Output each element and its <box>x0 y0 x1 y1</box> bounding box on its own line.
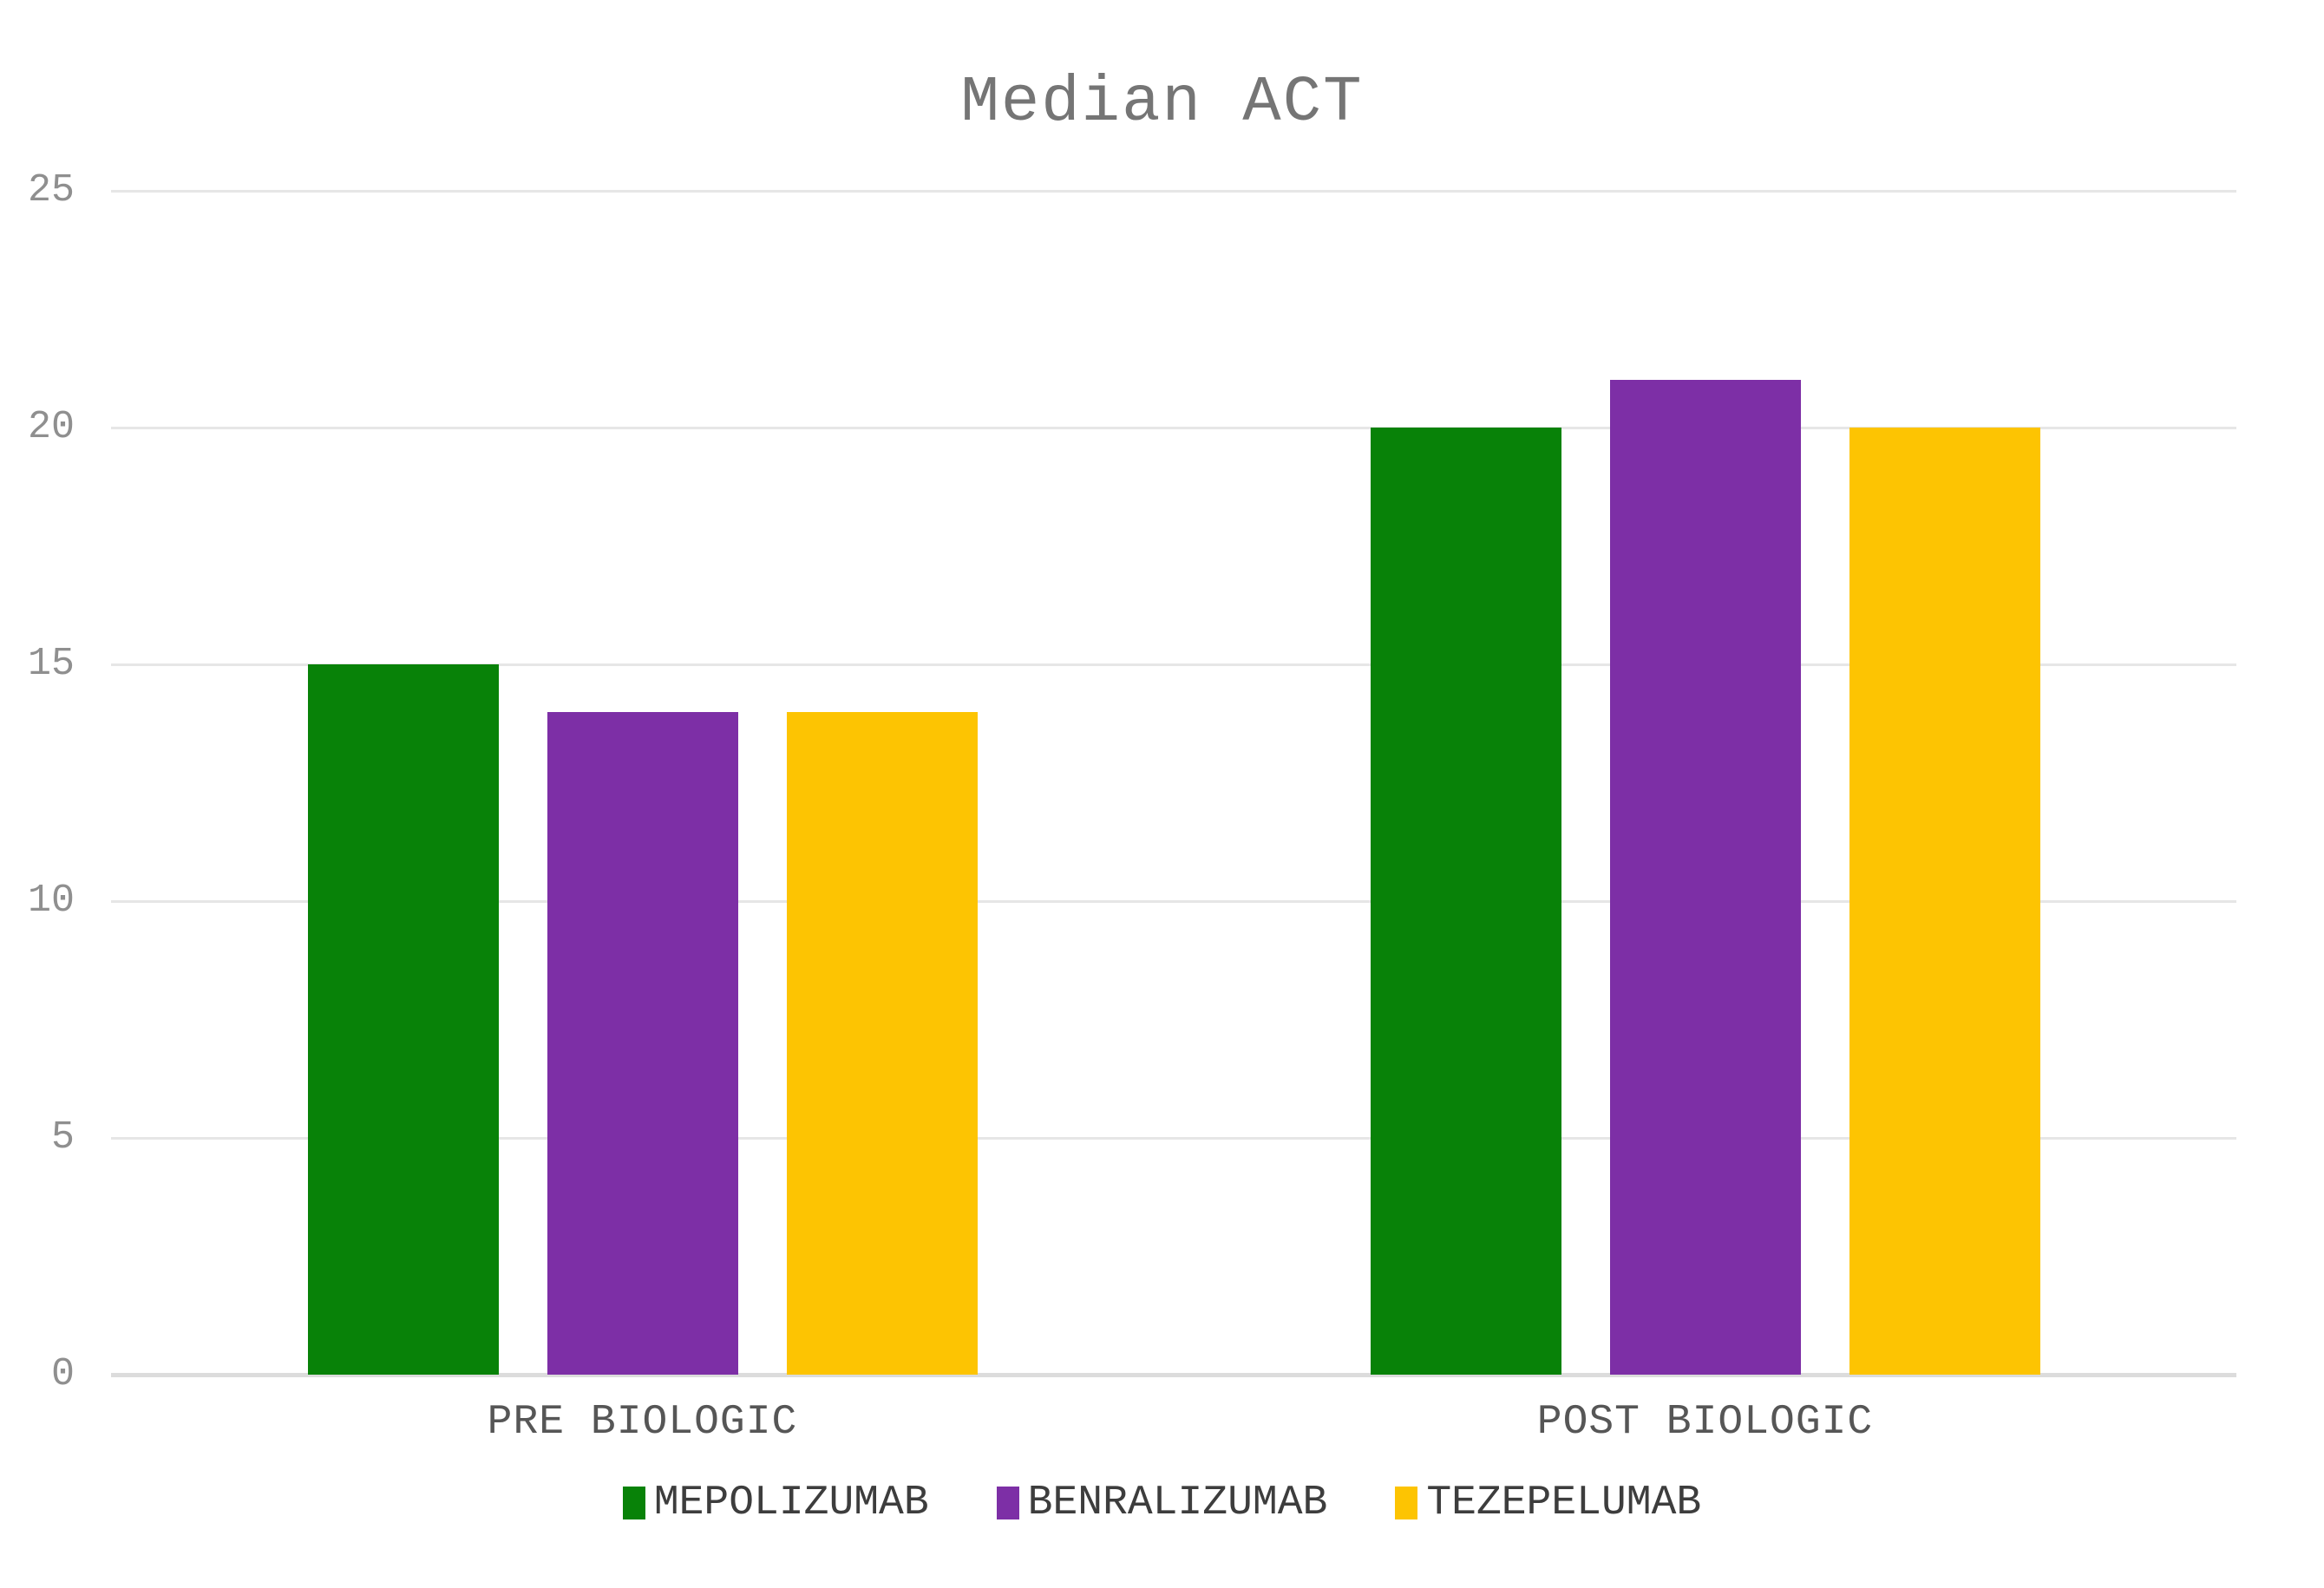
gridline-20 <box>111 426 2236 429</box>
y-tick-label-10: 10 <box>27 879 75 923</box>
category-label-post-biologic: POST BIOLOGIC <box>1536 1399 1874 1446</box>
bar-group-post-biologic <box>1174 191 2236 1375</box>
legend-label-mepolizumab: MEPOLIZUMAB <box>653 1480 929 1526</box>
y-tick-label-0: 0 <box>50 1352 75 1396</box>
legend-item-mepolizumab: MEPOLIZUMAB <box>622 1480 929 1526</box>
bar-mepolizumab-post-biologic <box>1370 428 1561 1375</box>
y-axis: 0 5 10 15 20 25 <box>0 171 75 1395</box>
legend-item-benralizumab: BENRALIZUMAB <box>996 1480 1328 1526</box>
bars-layer <box>111 191 2236 1375</box>
x-axis: PRE BIOLOGIC POST BIOLOGIC <box>111 1398 2236 1447</box>
bar-mepolizumab-pre-biologic <box>307 664 499 1375</box>
y-tick-label-20: 20 <box>27 405 75 449</box>
legend-swatch-benralizumab <box>996 1487 1019 1519</box>
bar-benralizumab-pre-biologic <box>547 711 738 1375</box>
gridline-10 <box>111 899 2236 903</box>
legend: MEPOLIZUMAB BENRALIZUMAB TEZEPELUMAB <box>0 1481 2324 1525</box>
bar-tezepelumab-pre-biologic <box>786 711 978 1375</box>
legend-label-benralizumab: BENRALIZUMAB <box>1027 1480 1328 1526</box>
legend-label-tezepelumab: TEZEPELUMAB <box>1426 1480 1702 1526</box>
category-label-pre-biologic: PRE BIOLOGIC <box>487 1399 798 1446</box>
legend-swatch-tezepelumab <box>1395 1487 1418 1519</box>
chart-title: Median ACT <box>960 67 1364 140</box>
legend-item-tezepelumab: TEZEPELUMAB <box>1395 1481 1701 1525</box>
y-tick-label-25: 25 <box>27 168 75 212</box>
gridline-25 <box>111 189 2236 193</box>
bar-tezepelumab-post-biologic <box>1849 428 2040 1375</box>
baseline-gridline <box>111 1372 2236 1377</box>
gridline-15 <box>111 663 2236 666</box>
gridline-5 <box>111 1136 2236 1140</box>
y-tick-label-5: 5 <box>50 1115 75 1160</box>
bar-benralizumab-post-biologic <box>1609 380 1801 1375</box>
legend-swatch-mepolizumab <box>622 1487 645 1519</box>
gridline-layer <box>111 189 2236 1377</box>
plot-area <box>111 189 2236 1377</box>
y-tick-label-15: 15 <box>27 642 75 686</box>
bar-group-pre-biologic <box>111 191 1174 1375</box>
